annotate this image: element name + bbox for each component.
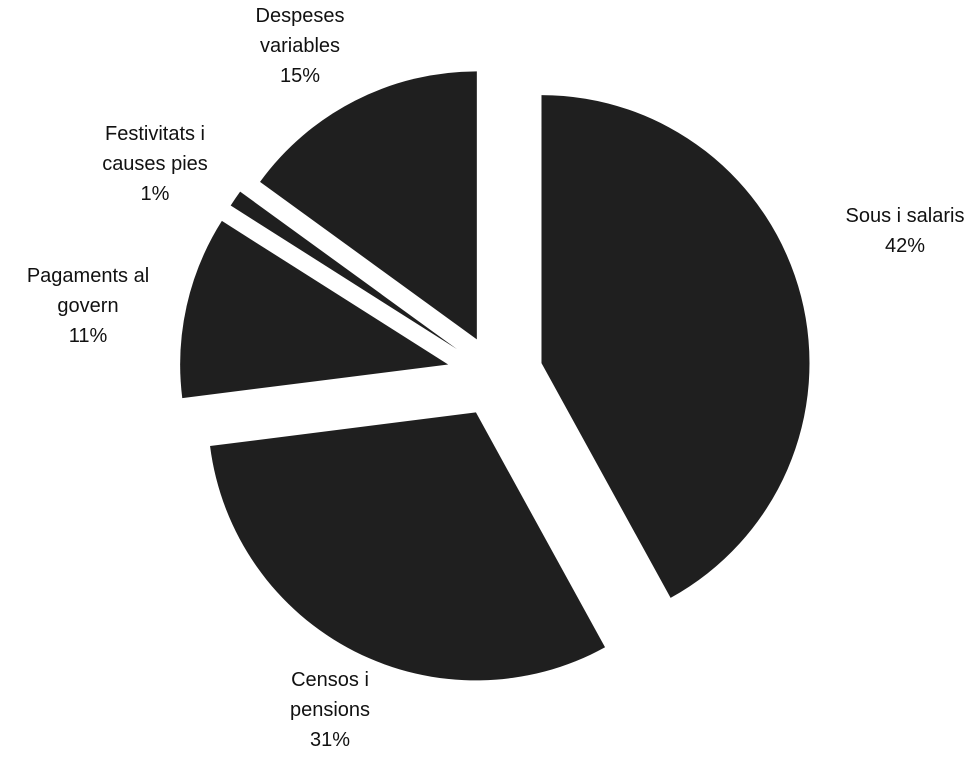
slice-name-line: Sous i salaris [846,205,965,227]
pie-slice-4 [230,191,457,350]
slice-name-line: govern [57,295,118,317]
slice-name-line: Festivitats i [105,123,205,145]
pie-slice-2 [210,412,606,681]
slice-value-label: 11% [69,325,108,347]
slice-label-1: Sous i salaris 42% [846,205,965,257]
pie-labels: Sous i salaris 42% Censos i pensions 31% Paga… [27,5,965,751]
slice-label-5: Despeses variables 15% [256,5,345,87]
pie-slice-1 [541,95,810,598]
pie-slice-3 [180,220,449,399]
slice-name-line: pensions [290,699,370,721]
slice-name-line: variables [260,35,340,57]
slice-name-line: Pagaments al [27,265,149,287]
slice-name-line: Censos i [291,669,369,691]
slice-value-label: 42% [885,235,925,257]
slice-label-3: Pagaments al govern 11% [27,265,149,347]
slice-label-2: Censos i pensions 31% [290,669,370,751]
slice-label-4: Festivitats i causes pies 1% [102,123,208,205]
pie-slices [180,71,810,681]
slice-name-line: causes pies [102,153,208,175]
slice-name-line: Despeses [256,5,345,27]
slice-value-label: 1% [141,183,170,205]
slice-value-label: 15% [280,65,320,87]
slice-value-label: 31% [310,729,350,751]
pie-slice-5 [260,71,477,340]
